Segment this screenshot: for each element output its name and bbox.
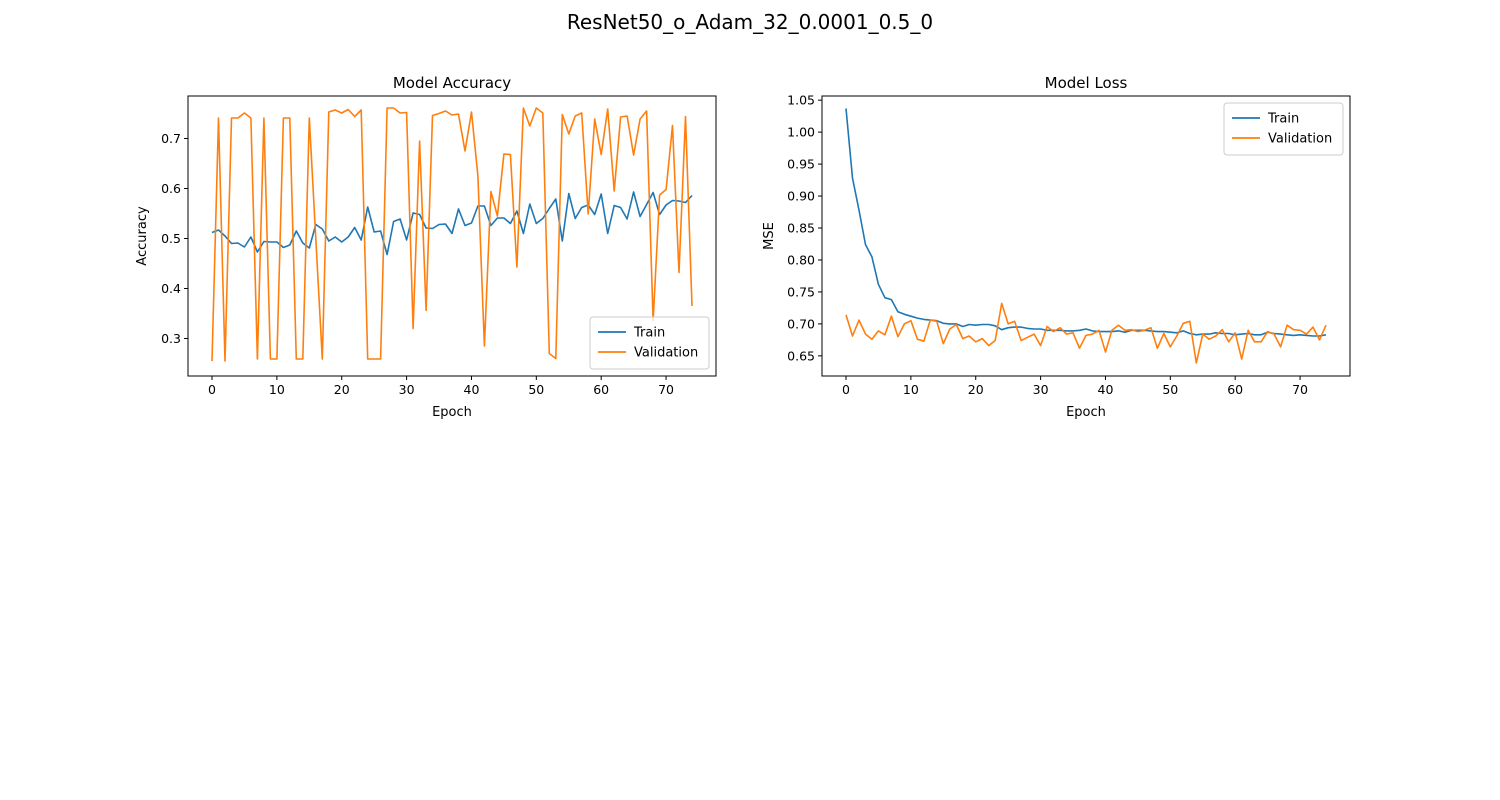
accuracy-chart: Model Accuracy 0 10 20 30 40 50 60 70 0.3 0.4 0.5 0.…: [135, 74, 717, 420]
y-tick-label: 0.6: [161, 181, 181, 196]
axes-frame: [187, 95, 717, 377]
y-tick-label: 0.7: [161, 131, 181, 146]
chart-title: Model Loss: [1045, 74, 1128, 92]
x-tick-label: 10: [903, 382, 919, 397]
y-tick-label: 0.95: [787, 157, 815, 172]
legend-box: [589, 316, 710, 370]
legend-label-train: Train: [633, 326, 665, 341]
x-axis-label: Epoch: [1066, 405, 1106, 420]
x-tick-label: 50: [528, 382, 544, 397]
x-tick-label: 30: [1033, 382, 1049, 397]
x-tick-label: 70: [1292, 382, 1308, 397]
x-tick-label: 20: [968, 382, 984, 397]
loss-chart: Model Loss 0 10 20 30 40 50 60 70 0.65 0.70 0.75 0.8…: [762, 74, 1351, 420]
x-tick-label: 10: [269, 382, 285, 397]
legend: Train Validation: [589, 316, 710, 370]
legend-box: [1223, 102, 1344, 156]
y-tick-label: 1.05: [787, 93, 815, 108]
x-tick-label: 0: [208, 382, 216, 397]
figure-title: ResNet50_o_Adam_32_0.0001_0.5_0: [566, 10, 934, 34]
series-line-validation: [845, 302, 1327, 364]
x-tick-label: 60: [593, 382, 609, 397]
y-tick-label: 0.80: [787, 252, 815, 267]
x-tick-label: 60: [1227, 382, 1243, 397]
legend-label-validation: Validation: [634, 346, 698, 361]
x-tick-label: 20: [334, 382, 350, 397]
y-tick-label: 0.4: [161, 281, 181, 296]
series-line-train: [211, 191, 693, 256]
y-tick-label: 0.75: [787, 284, 815, 299]
y-axis-label: Accuracy: [135, 206, 150, 266]
axes-frame: [821, 95, 1351, 377]
y-tick-label: 0.90: [787, 189, 815, 204]
x-tick-label: 70: [658, 382, 674, 397]
x-tick-label: 50: [1162, 382, 1178, 397]
y-tick-label: 0.3: [161, 331, 181, 346]
y-tick-label: 1.00: [787, 125, 815, 140]
series-line-validation: [211, 107, 693, 362]
x-tick-label: 40: [464, 382, 480, 397]
y-tick-label: 0.65: [787, 348, 815, 363]
chart-title: Model Accuracy: [393, 74, 511, 92]
legend: Train Validation: [1223, 102, 1344, 156]
y-tick-label: 0.85: [787, 221, 815, 236]
y-tick-label: 0.70: [787, 316, 815, 331]
x-tick-label: 30: [399, 382, 415, 397]
x-axis-label: Epoch: [432, 405, 472, 420]
legend-label-train: Train: [1267, 112, 1299, 127]
x-tick-label: 40: [1098, 382, 1114, 397]
series-line-train: [845, 108, 1327, 337]
y-axis-label: MSE: [762, 222, 777, 250]
y-tick-label: 0.5: [161, 231, 181, 246]
x-tick-label: 0: [842, 382, 850, 397]
legend-label-validation: Validation: [1268, 132, 1332, 147]
